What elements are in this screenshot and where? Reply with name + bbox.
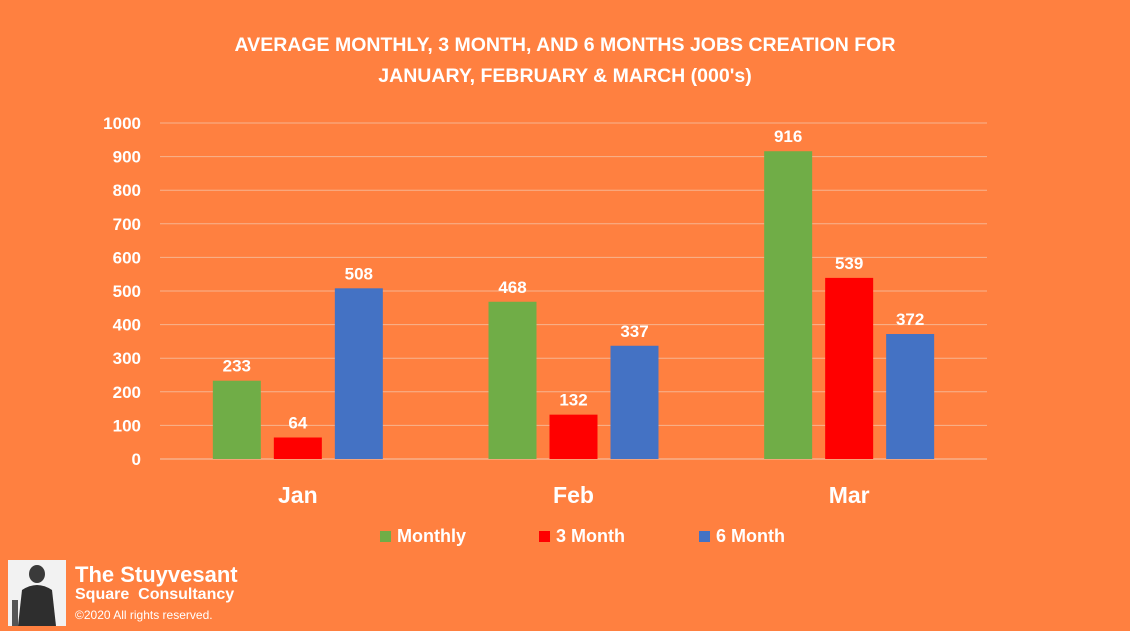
bar-6-month-jan (334, 288, 383, 459)
x-axis-ticks: Jan Feb Mar (278, 482, 870, 508)
y-tick-label: 0 (132, 450, 141, 469)
y-tick-label: 200 (113, 383, 141, 402)
chart-title: AVERAGE MONTHLY, 3 MONTH, AND 6 MONTHS J… (234, 34, 896, 87)
data-label: 233 (223, 357, 251, 376)
x-tick-label-jan: Jan (278, 482, 318, 508)
brand-name: The Stuyvesant (75, 562, 238, 587)
data-label: 916 (774, 127, 802, 146)
data-label: 508 (345, 264, 373, 283)
x-tick-label-feb: Feb (553, 482, 594, 508)
data-label: 539 (835, 254, 863, 273)
y-tick-label: 300 (113, 349, 141, 368)
data-label: 64 (288, 413, 307, 432)
y-tick-label: 800 (113, 181, 141, 200)
y-tick-label: 600 (113, 248, 141, 267)
statue-logo-icon (8, 560, 66, 626)
bar-monthly-feb (488, 301, 537, 459)
x-tick-label-mar: Mar (829, 482, 870, 508)
y-tick-label: 400 (113, 316, 141, 335)
bar-3-month-mar (825, 277, 874, 459)
legend-swatch-monthly (380, 531, 391, 542)
brand-block: The Stuyvesant Square Consultancy ©2020 … (8, 560, 328, 626)
bar-3-month-feb (549, 414, 598, 459)
data-label: 372 (896, 310, 924, 329)
legend-item-6-month: 6 Month (699, 526, 785, 547)
y-tick-label: 1000 (103, 114, 141, 133)
bar-3-month-jan (273, 437, 322, 459)
bar-6-month-mar (886, 334, 935, 459)
legend-item-3-month: 3 Month (539, 526, 625, 547)
legend: Monthly 3 Month 6 Month (0, 526, 1130, 550)
y-tick-label: 700 (113, 215, 141, 234)
data-labels: 233 64 508 468 132 337 916 539 372 (223, 127, 925, 432)
y-axis-ticks: 0 100 200 300 400 500 600 700 800 900 1000 (103, 114, 141, 469)
data-label: 468 (498, 278, 526, 297)
legend-swatch-6-month (699, 531, 710, 542)
brand-copyright: ©2020 All rights reserved. (75, 608, 213, 622)
y-tick-label: 900 (113, 148, 141, 167)
bar-monthly-mar (764, 151, 813, 459)
data-label: 132 (559, 391, 587, 410)
y-tick-label: 500 (113, 282, 141, 301)
legend-label-6-month: 6 Month (716, 526, 785, 546)
legend-item-monthly: Monthly (380, 526, 466, 547)
y-tick-label: 100 (113, 416, 141, 435)
legend-swatch-3-month (539, 531, 550, 542)
data-label: 337 (620, 322, 648, 341)
legend-label-3-month: 3 Month (556, 526, 625, 546)
legend-label-monthly: Monthly (397, 526, 466, 546)
bars (212, 151, 935, 459)
bar-6-month-feb (610, 345, 659, 459)
bar-monthly-jan (212, 380, 261, 459)
brand-subtitle: Square Consultancy (75, 586, 235, 603)
